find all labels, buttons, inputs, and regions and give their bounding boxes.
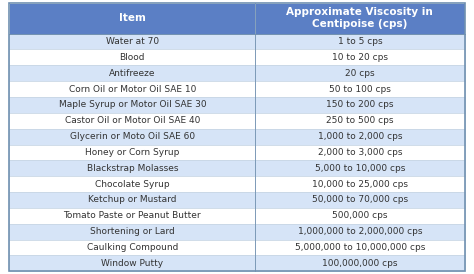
Bar bbox=[255, 176, 465, 192]
Bar bbox=[255, 50, 465, 65]
Text: 50 to 100 cps: 50 to 100 cps bbox=[329, 85, 391, 93]
Text: 1 to 5 cps: 1 to 5 cps bbox=[337, 37, 382, 46]
Text: 100,000,000 cps: 100,000,000 cps bbox=[322, 259, 398, 268]
Text: Blackstrap Molasses: Blackstrap Molasses bbox=[87, 164, 178, 173]
Text: 1,000 to 2,000 cps: 1,000 to 2,000 cps bbox=[318, 132, 402, 141]
Bar bbox=[9, 176, 255, 192]
Text: 2,000 to 3,000 cps: 2,000 to 3,000 cps bbox=[318, 148, 402, 157]
Text: Maple Syrup or Motor Oil SAE 30: Maple Syrup or Motor Oil SAE 30 bbox=[58, 100, 206, 109]
Text: 5,000,000 to 10,000,000 cps: 5,000,000 to 10,000,000 cps bbox=[295, 243, 425, 252]
Bar bbox=[255, 97, 465, 113]
Bar bbox=[9, 50, 255, 65]
Text: 20 cps: 20 cps bbox=[345, 69, 374, 78]
Text: 10 to 20 cps: 10 to 20 cps bbox=[332, 53, 388, 62]
Text: Item: Item bbox=[119, 13, 146, 23]
Text: Honey or Corn Syrup: Honey or Corn Syrup bbox=[85, 148, 180, 157]
Text: Blood: Blood bbox=[119, 53, 145, 62]
Bar bbox=[255, 34, 465, 50]
Text: 5,000 to 10,000 cps: 5,000 to 10,000 cps bbox=[315, 164, 405, 173]
Text: 1,000,000 to 2,000,000 cps: 1,000,000 to 2,000,000 cps bbox=[298, 227, 422, 236]
Text: 500,000 cps: 500,000 cps bbox=[332, 211, 388, 220]
Bar bbox=[9, 3, 255, 34]
Bar bbox=[255, 65, 465, 81]
Text: Caulking Compound: Caulking Compound bbox=[87, 243, 178, 252]
Text: Ketchup or Mustard: Ketchup or Mustard bbox=[88, 195, 177, 204]
Bar bbox=[9, 160, 255, 176]
Text: 150 to 200 cps: 150 to 200 cps bbox=[326, 100, 393, 109]
Text: Antifreeze: Antifreeze bbox=[109, 69, 155, 78]
Bar bbox=[9, 255, 255, 271]
Bar bbox=[9, 81, 255, 97]
Bar bbox=[9, 239, 255, 255]
Text: Water at 70: Water at 70 bbox=[106, 37, 159, 46]
Text: Approximate Viscosity in
Centipoise (cps): Approximate Viscosity in Centipoise (cps… bbox=[286, 7, 433, 29]
Bar bbox=[9, 224, 255, 239]
Bar bbox=[255, 255, 465, 271]
Bar bbox=[9, 97, 255, 113]
Text: 10,000 to 25,000 cps: 10,000 to 25,000 cps bbox=[312, 180, 408, 189]
Bar bbox=[9, 192, 255, 208]
Bar bbox=[255, 239, 465, 255]
Text: Shortening or Lard: Shortening or Lard bbox=[90, 227, 175, 236]
Text: 50,000 to 70,000 cps: 50,000 to 70,000 cps bbox=[312, 195, 408, 204]
Text: Corn Oil or Motor Oil SAE 10: Corn Oil or Motor Oil SAE 10 bbox=[69, 85, 196, 93]
Text: Castor Oil or Motor Oil SAE 40: Castor Oil or Motor Oil SAE 40 bbox=[64, 116, 200, 125]
Text: Tomato Paste or Peanut Butter: Tomato Paste or Peanut Butter bbox=[64, 211, 201, 220]
Bar bbox=[255, 3, 465, 34]
Bar bbox=[255, 81, 465, 97]
Bar bbox=[255, 113, 465, 129]
Text: Chocolate Syrup: Chocolate Syrup bbox=[95, 180, 170, 189]
Bar bbox=[9, 129, 255, 144]
Bar bbox=[255, 208, 465, 224]
Text: Window Putty: Window Putty bbox=[101, 259, 164, 268]
Bar bbox=[9, 208, 255, 224]
Bar bbox=[9, 34, 255, 50]
Bar bbox=[9, 113, 255, 129]
Bar bbox=[255, 160, 465, 176]
Bar bbox=[9, 144, 255, 160]
Bar bbox=[255, 144, 465, 160]
Bar bbox=[9, 65, 255, 81]
Text: 250 to 500 cps: 250 to 500 cps bbox=[326, 116, 393, 125]
Text: Glycerin or Moto Oil SAE 60: Glycerin or Moto Oil SAE 60 bbox=[70, 132, 195, 141]
Bar bbox=[255, 192, 465, 208]
Bar bbox=[255, 224, 465, 239]
Bar bbox=[255, 129, 465, 144]
